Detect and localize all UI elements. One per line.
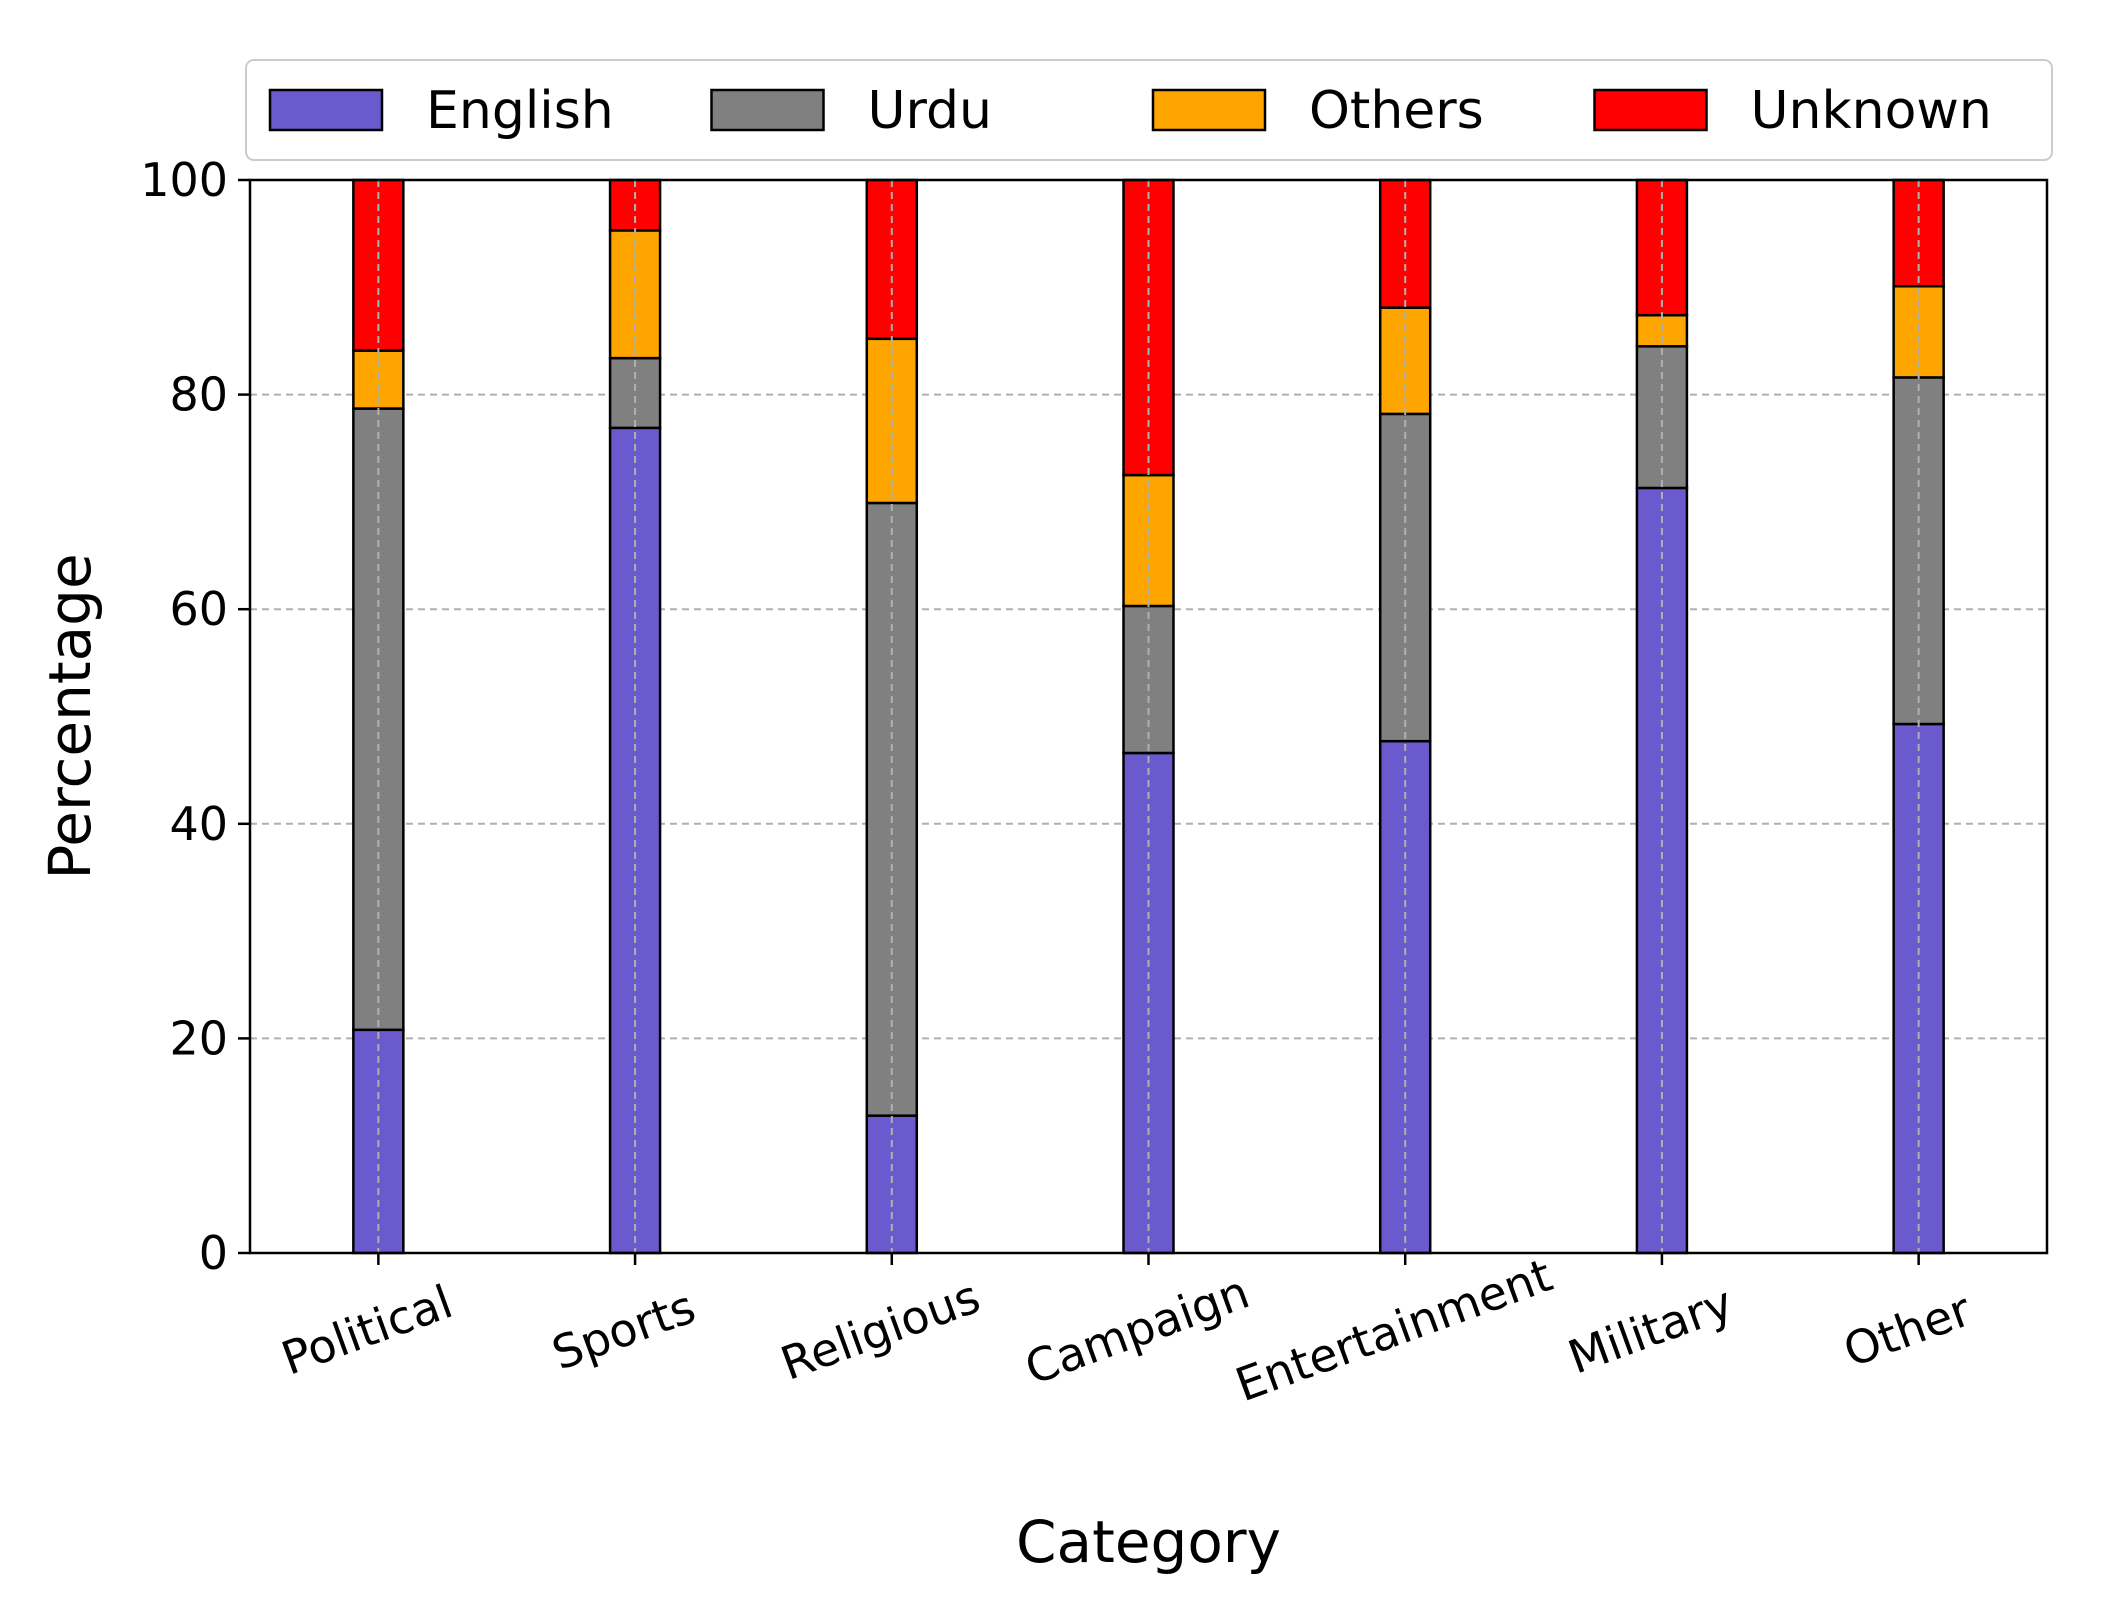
y-tick-label: 100: [140, 153, 228, 207]
legend-box: [245, 59, 2053, 161]
legend-swatch-others: [1151, 88, 1267, 132]
y-axis-title: Percentage: [36, 553, 104, 879]
legend-swatch-urdu: [710, 88, 825, 132]
legend-label-others: Others: [1309, 81, 1484, 141]
y-tick-label: 80: [169, 368, 228, 422]
legend-swatch-english: [268, 88, 384, 132]
legend: English Urdu Others Unknown: [245, 59, 2053, 161]
bar-religious-english: [865, 1114, 919, 1255]
x-axis-title: Category: [1016, 1508, 1281, 1576]
bar-sports-urdu: [608, 356, 662, 430]
y-tick-label: 60: [169, 582, 228, 636]
legend-label-english: English: [426, 81, 614, 141]
legend-label-urdu: Urdu: [868, 81, 993, 141]
legend-swatch-unknown: [1593, 88, 1708, 132]
bars: [352, 178, 1945, 1255]
legend-label-unknown: Unknown: [1751, 81, 1992, 141]
y-tick-label: 20: [169, 1011, 228, 1065]
y-tick-label: 40: [169, 797, 228, 851]
y-tick-label: 0: [199, 1226, 228, 1280]
bar-military-urdu: [1635, 345, 1689, 490]
